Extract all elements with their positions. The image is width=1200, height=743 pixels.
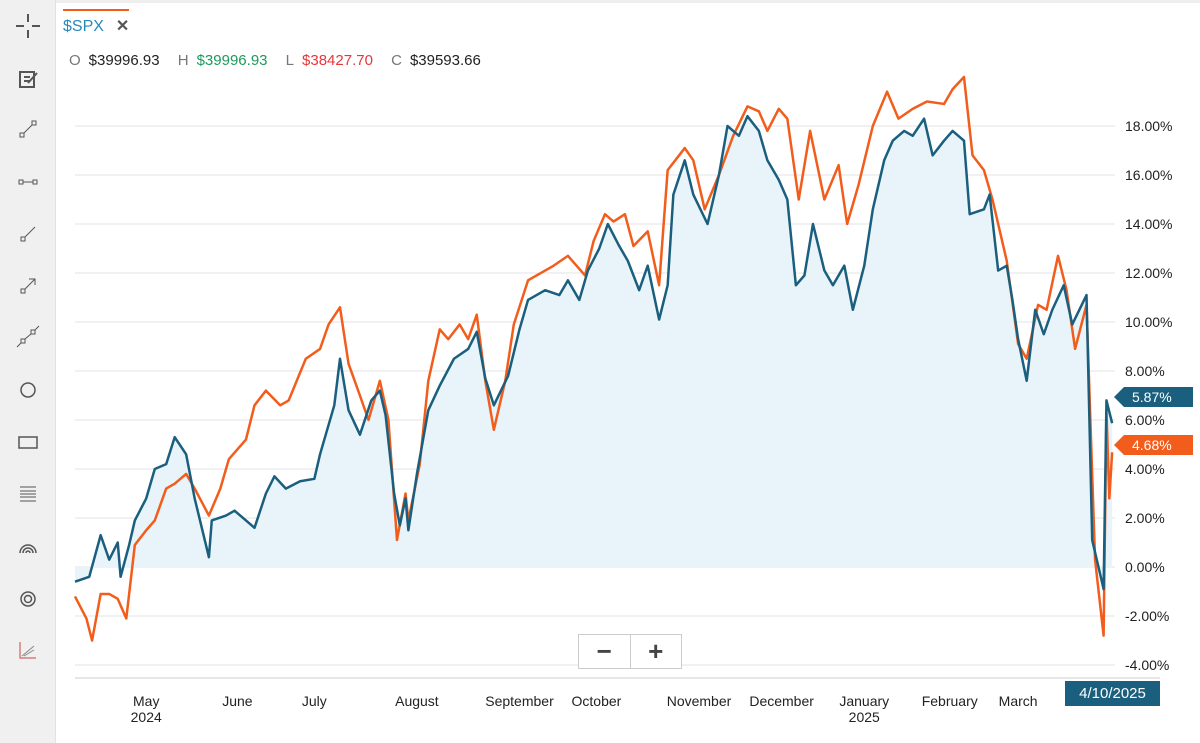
zoom-control: − + <box>578 634 682 669</box>
y-tick-label: 8.00% <box>1125 363 1165 379</box>
low-value: $38427.70 <box>302 52 373 69</box>
ray-icon[interactable] <box>14 220 42 248</box>
orange-series-line <box>73 75 1114 642</box>
low-key: L <box>285 52 295 69</box>
x-tick-label: January <box>839 693 889 709</box>
close-key: C <box>391 52 402 69</box>
current-date-label: 4/10/2025 <box>1065 681 1160 706</box>
y-tick-label: 12.00% <box>1125 265 1172 281</box>
y-tick-label: 2.00% <box>1125 510 1165 526</box>
zoom-in-button[interactable]: + <box>648 636 664 666</box>
symbol-tab[interactable]: $SPX ✕ <box>63 9 129 36</box>
trend-chart-icon[interactable] <box>14 636 42 664</box>
top-border <box>56 0 1200 3</box>
y-tick-label: 4.00% <box>1125 461 1165 477</box>
y-tick-label: 0.00% <box>1125 559 1165 575</box>
x-tick-year: 2025 <box>849 709 880 725</box>
x-tick-label: December <box>749 693 814 709</box>
arrow-icon[interactable] <box>14 272 42 300</box>
y-tick-label: 6.00% <box>1125 412 1165 428</box>
blue-last-value-tag: 5.87% <box>1114 387 1193 407</box>
rectangle-icon[interactable] <box>14 428 42 456</box>
x-tick-label: June <box>222 693 253 709</box>
extended-line-icon[interactable] <box>14 322 42 350</box>
ohlc-readout: O $39996.93 H $39996.93 L $38427.70 C $39593… <box>69 52 495 69</box>
x-tick-label: September <box>485 693 554 709</box>
y-tick-label: -4.00% <box>1125 657 1169 673</box>
x-tick-label: November <box>667 693 732 709</box>
note-icon[interactable] <box>14 65 42 93</box>
circle-icon[interactable] <box>14 376 42 404</box>
crosshair-icon[interactable] <box>14 12 42 40</box>
x-tick-label: August <box>395 693 439 709</box>
y-tick-label: 14.00% <box>1125 216 1172 232</box>
y-tick-label: -2.00% <box>1125 608 1169 624</box>
x-tick-label: March <box>999 693 1038 709</box>
x-tick-label: February <box>922 693 978 709</box>
target-icon[interactable] <box>14 585 42 613</box>
blue-area-fill <box>75 116 1113 590</box>
x-tick-label: October <box>572 693 622 709</box>
open-value: $39996.93 <box>88 52 160 69</box>
fibonacci-icon[interactable] <box>14 480 42 508</box>
y-tick-label: 16.00% <box>1125 167 1172 183</box>
close-value: $39593.66 <box>409 52 481 69</box>
x-tick-year: 2024 <box>131 709 162 725</box>
symbol-label: $SPX <box>63 18 104 35</box>
x-tick-label: May <box>133 693 159 709</box>
y-tick-label: 10.00% <box>1125 314 1172 330</box>
blue-series-line <box>74 114 1114 591</box>
x-tick-label: July <box>302 693 327 709</box>
line-segment-icon[interactable] <box>14 115 42 143</box>
arc-icon[interactable] <box>14 533 42 561</box>
horizontal-segment-icon[interactable] <box>14 168 42 196</box>
high-key: H <box>177 52 189 69</box>
zoom-out-button[interactable]: − <box>579 635 631 668</box>
close-icon[interactable]: ✕ <box>115 18 130 35</box>
high-value: $39996.93 <box>196 52 268 69</box>
y-tick-label: 18.00% <box>1125 118 1172 134</box>
drawing-toolbar <box>0 0 56 743</box>
orange-last-value-tag: 4.68% <box>1114 435 1193 455</box>
open-key: O <box>69 52 81 69</box>
